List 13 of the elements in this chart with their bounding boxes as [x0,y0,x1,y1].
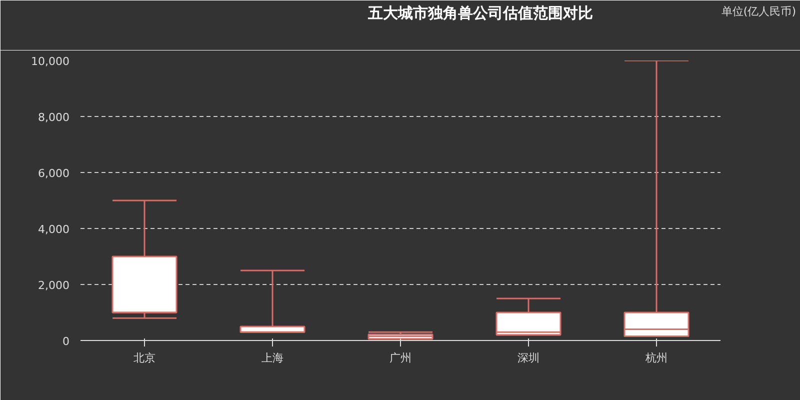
y-tick-label: 6,000 [38,167,70,180]
x-tick-label: 上海 [262,352,284,364]
y-tick-label: 8,000 [38,111,70,124]
y-tick-label: 10,000 [31,55,70,68]
x-tick-label: 广州 [390,352,412,364]
x-tick-label: 杭州 [644,352,668,364]
x-tick-label: 深圳 [518,352,540,364]
y-tick-label: 0 [62,335,70,348]
y-tick-label: 4,000 [38,223,70,236]
text: 单位(亿人民币) [721,4,796,19]
y-tick-label: 2,000 [38,279,70,292]
chart-title: 五大城市独角兽公司估值范围对比 [367,4,593,22]
x-tick-label: 北京 [134,352,156,364]
